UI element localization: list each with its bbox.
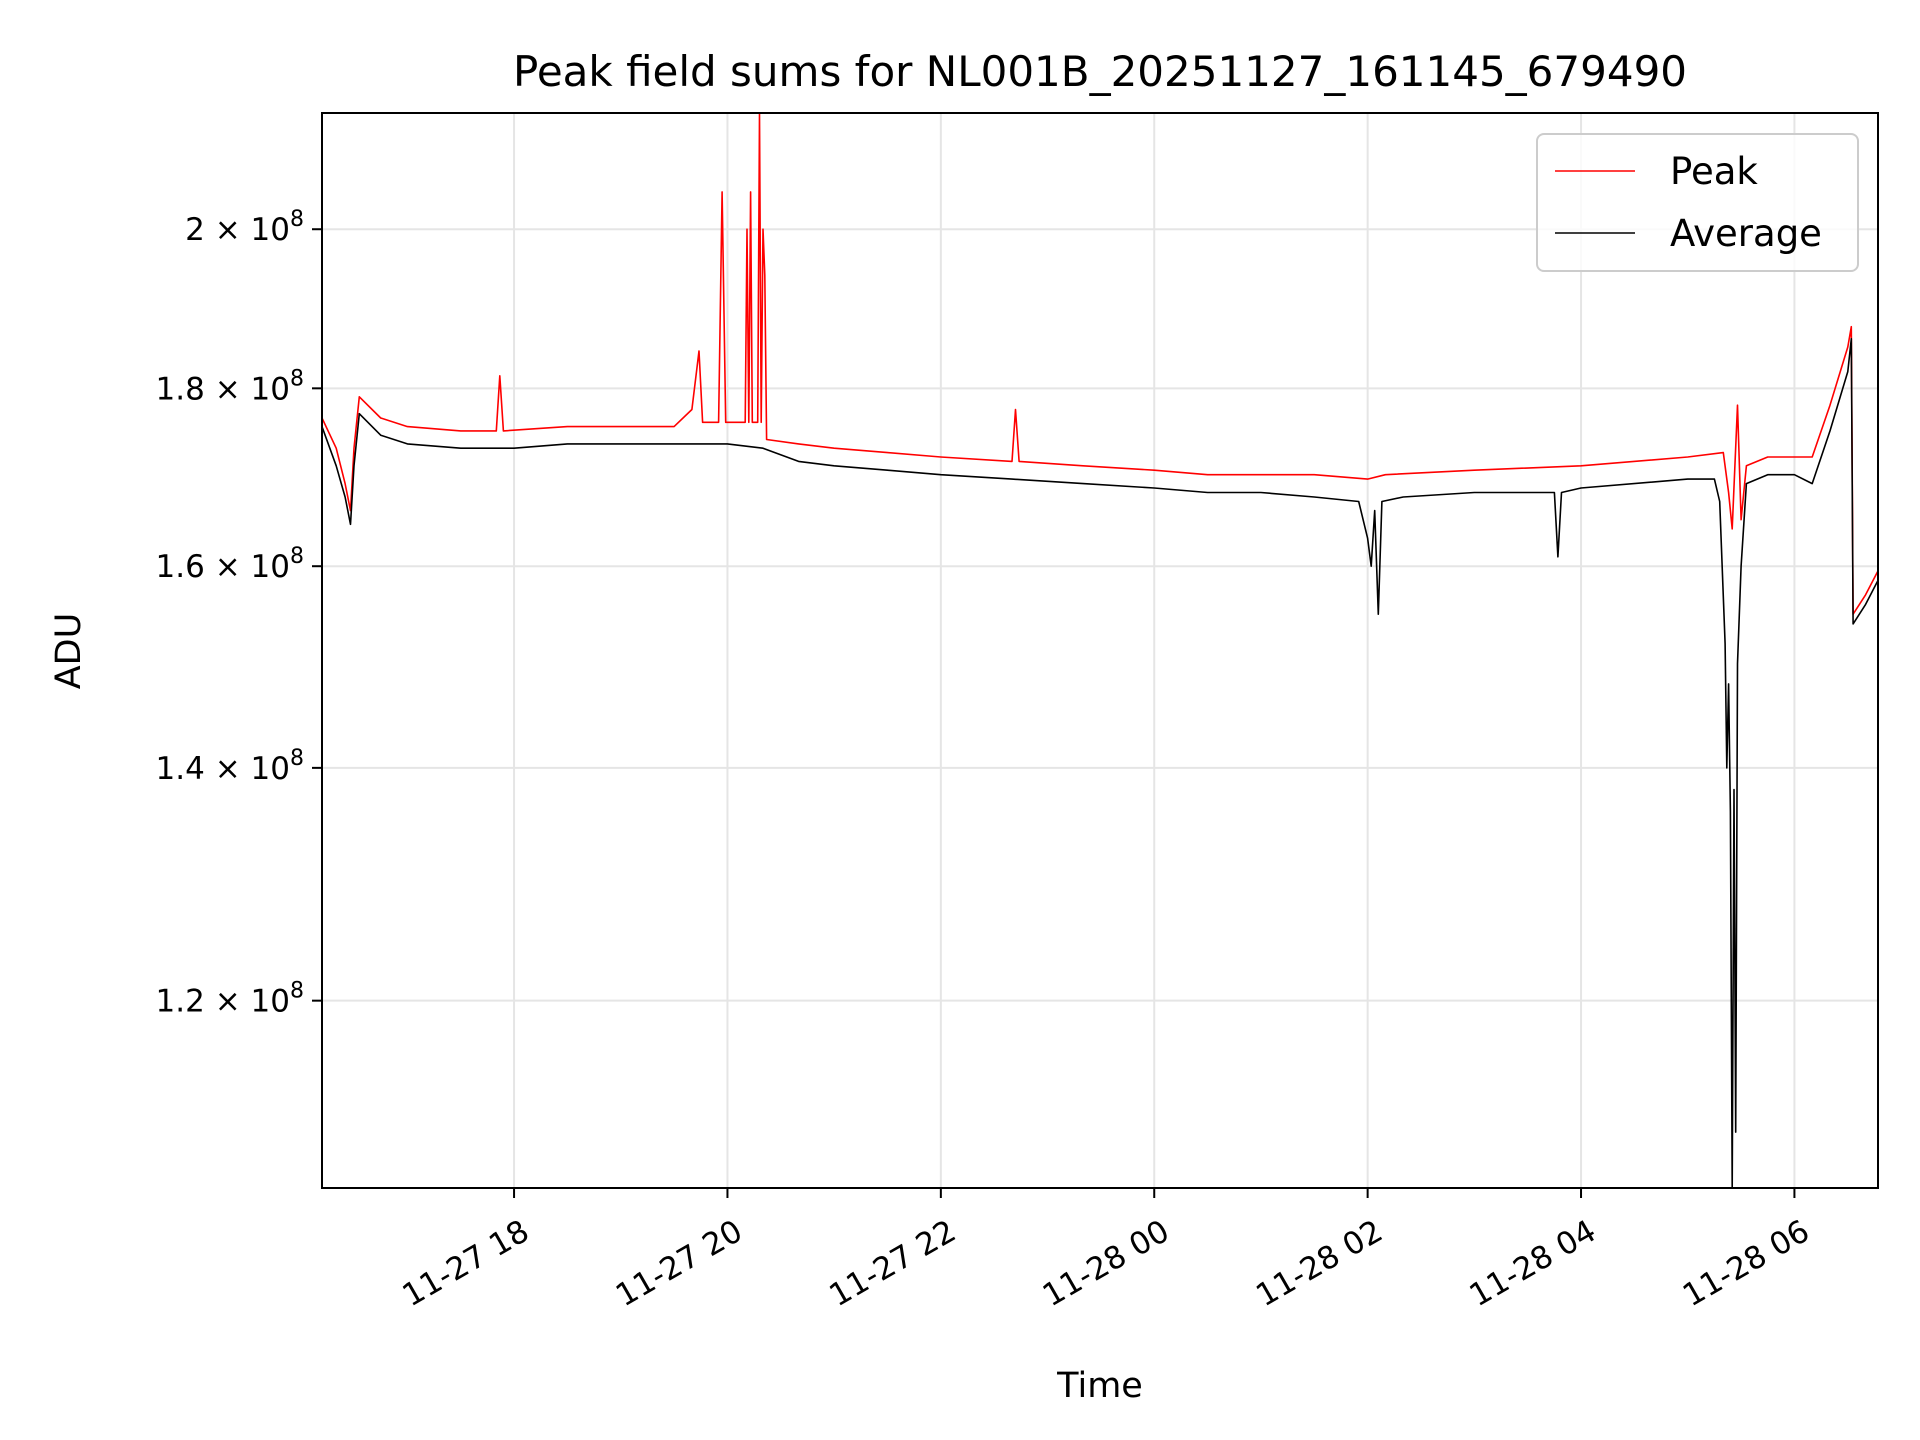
y-tick-exponent: 8 (290, 979, 304, 1004)
y-tick-base: 10 (251, 549, 290, 585)
legend-label-peak: Peak (1670, 150, 1758, 193)
grid (322, 113, 1878, 1188)
y-tick-exponent: 8 (290, 746, 304, 771)
y-tick-times: × (205, 751, 251, 787)
y-axis-title: ADU (49, 613, 89, 690)
legend-box (1536, 133, 1859, 272)
y-tick-times: × (205, 984, 251, 1020)
y-tick-base: 10 (251, 984, 290, 1020)
y-tick-times: × (205, 371, 251, 407)
y-tick-times: × (205, 549, 251, 585)
y-tick-base: 10 (251, 751, 290, 787)
y-tick-exponent: 8 (290, 366, 304, 391)
series-line-peak (322, 113, 1878, 616)
y-tick-label: 1.4 × 108 (156, 746, 304, 787)
y-tick-mantissa: 1.4 (156, 751, 205, 787)
y-tick-mantissa: 1.2 (156, 984, 205, 1020)
legend-label-average: Average (1670, 212, 1822, 255)
y-tick-times: × (205, 212, 251, 248)
y-tick-base: 10 (251, 212, 290, 248)
y-tick-label: 1.2 × 108 (156, 979, 304, 1020)
y-tick-base: 10 (251, 371, 290, 407)
y-tick-label: 1.6 × 108 (156, 544, 304, 585)
y-tick-exponent: 8 (290, 207, 304, 232)
series-line-average (322, 337, 1878, 1188)
x-axis-title: Time (1056, 1366, 1143, 1406)
y-tick-exponent: 8 (290, 544, 304, 569)
y-tick-mantissa: 2 (185, 212, 205, 248)
y-tick-label: 2 × 108 (185, 207, 304, 248)
chart-title: Peak field sums for NL001B_20251127_1611… (513, 47, 1687, 96)
y-tick-label: 1.8 × 108 (156, 366, 304, 407)
y-tick-mantissa: 1.6 (156, 549, 205, 585)
plot-frame (321, 112, 1879, 1189)
series-layer (322, 113, 1878, 1188)
y-tick-mantissa: 1.8 (156, 371, 205, 407)
legend: Peak Average (1536, 133, 1859, 272)
